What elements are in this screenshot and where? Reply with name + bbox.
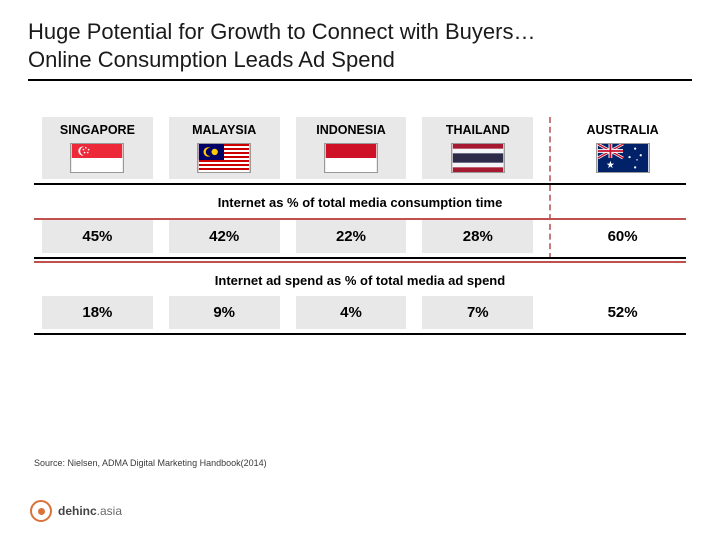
country-label: SINGAPORE: [60, 123, 135, 137]
logo-text: dehinc.asia: [58, 504, 122, 518]
slide-title: Huge Potential for Growth to Connect wit…: [28, 18, 692, 73]
value-consumption-malaysia: 42%: [169, 220, 280, 253]
black-rule-3: [34, 333, 686, 335]
black-rule-2: [34, 257, 686, 259]
title-line-2: Online Consumption Leads Ad Spend: [28, 47, 395, 72]
header-australia: AUSTRALIA: [567, 117, 678, 179]
country-label: INDONESIA: [316, 123, 385, 137]
section-label-consumption: Internet as % of total media consumption…: [34, 185, 686, 218]
title-line-1: Huge Potential for Growth to Connect wit…: [28, 19, 535, 44]
value-adspend-thailand: 7%: [422, 296, 533, 329]
comparison-table: SINGAPORE MALAYSIA INDONESIA: [34, 117, 686, 335]
value-consumption-australia: 60%: [567, 220, 678, 253]
country-label: AUSTRALIA: [586, 123, 658, 137]
flag-singapore-icon: [70, 143, 124, 173]
header-malaysia: MALAYSIA: [169, 117, 280, 179]
value-consumption-indonesia: 22%: [296, 220, 407, 253]
logo-mark-icon: [30, 500, 52, 522]
value-adspend-australia: 52%: [567, 296, 678, 329]
flag-indonesia-icon: [324, 143, 378, 173]
value-adspend-singapore: 18%: [42, 296, 153, 329]
value-adspend-malaysia: 9%: [169, 296, 280, 329]
value-consumption-singapore: 45%: [42, 220, 153, 253]
flag-australia-icon: [596, 143, 650, 173]
country-label: THAILAND: [446, 123, 510, 137]
title-underline: [28, 79, 692, 81]
flag-thailand-icon: [451, 143, 505, 173]
country-label: MALAYSIA: [192, 123, 256, 137]
section-label-adspend: Internet ad spend as % of total media ad…: [34, 263, 686, 296]
header-indonesia: INDONESIA: [296, 117, 407, 179]
flag-malaysia-icon: [197, 143, 251, 173]
value-adspend-indonesia: 4%: [296, 296, 407, 329]
brand-logo: dehinc.asia: [30, 500, 122, 522]
source-citation: Source: Nielsen, ADMA Digital Marketing …: [34, 458, 267, 468]
header-thailand: THAILAND: [422, 117, 533, 179]
value-consumption-thailand: 28%: [422, 220, 533, 253]
header-singapore: SINGAPORE: [42, 117, 153, 179]
